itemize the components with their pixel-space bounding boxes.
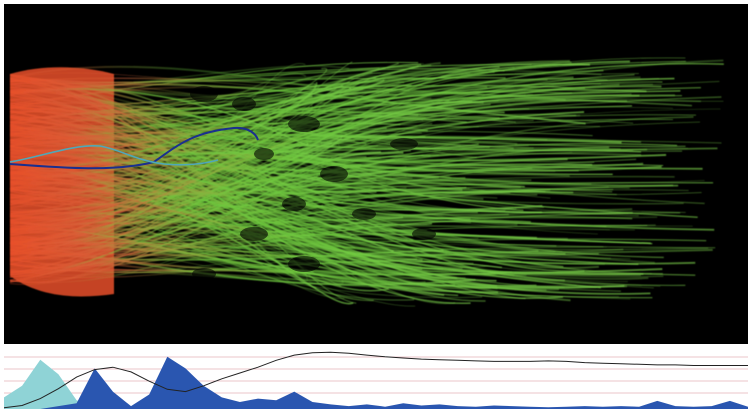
flow-void xyxy=(282,197,306,211)
flow-strand xyxy=(9,249,444,261)
flow-strand xyxy=(9,94,529,148)
flow-void xyxy=(390,138,418,150)
flow-strand xyxy=(9,154,394,253)
flow-strand xyxy=(9,86,352,136)
flow-strand xyxy=(9,68,505,84)
flow-void xyxy=(352,208,376,220)
flow-strand xyxy=(9,73,639,110)
flow-strand xyxy=(9,241,369,275)
flow-strand xyxy=(9,153,652,275)
flow-voids xyxy=(190,86,436,280)
flow-strand xyxy=(9,66,500,275)
flow-strand xyxy=(9,134,343,283)
flow-strand xyxy=(9,110,548,141)
flow-strands xyxy=(9,57,724,307)
flow-strand xyxy=(9,176,392,223)
flow-strand xyxy=(9,160,644,173)
flow-void xyxy=(254,148,274,160)
flow-strand xyxy=(9,135,642,175)
flow-strand xyxy=(9,89,517,211)
flow-strand xyxy=(9,260,503,274)
flow-strand xyxy=(9,190,617,253)
flow-void xyxy=(288,256,320,272)
flow-void xyxy=(412,228,436,240)
flow-strand xyxy=(9,92,534,215)
histogram-gridlines xyxy=(4,356,748,394)
flow-strand xyxy=(9,163,593,222)
flow-strand xyxy=(9,80,720,118)
flow-strand xyxy=(9,113,577,233)
flow-strand xyxy=(9,100,499,154)
flow-strand xyxy=(9,152,571,302)
flow-strand xyxy=(9,111,467,124)
flow-strand xyxy=(9,193,394,227)
flow-strand xyxy=(9,64,432,194)
timeline-histogram[interactable] xyxy=(4,347,748,409)
histogram-canvas xyxy=(4,351,748,409)
flow-strand xyxy=(9,225,693,230)
histogram-trend-line xyxy=(4,351,748,409)
flow-void xyxy=(232,97,256,111)
flow-void xyxy=(240,227,268,241)
flow-strand xyxy=(9,67,328,179)
flow-strand xyxy=(9,220,309,273)
flow-visualization[interactable] xyxy=(4,4,748,344)
flow-strand xyxy=(9,103,491,139)
flow-canvas xyxy=(9,57,724,307)
flow-strand xyxy=(9,217,471,231)
highlight-path-dark xyxy=(9,126,259,170)
histogram-series-dark xyxy=(4,356,748,409)
flow-void xyxy=(288,116,320,132)
flow-strand xyxy=(9,180,498,290)
flow-strand xyxy=(9,151,573,203)
flow-void xyxy=(192,268,216,280)
flow-strand xyxy=(9,157,423,271)
flow-strand xyxy=(9,212,681,256)
flow-strand xyxy=(9,232,356,252)
flow-void xyxy=(190,86,218,102)
flow-strand xyxy=(9,169,630,189)
flow-strand xyxy=(9,81,663,252)
highlight-path-light xyxy=(9,145,219,166)
flow-strand xyxy=(9,62,724,245)
flow-strand xyxy=(9,88,364,126)
flow-strand xyxy=(9,122,401,130)
flow-strand xyxy=(9,74,540,100)
flow-strand xyxy=(9,243,709,250)
flow-void xyxy=(320,166,348,182)
flow-strand xyxy=(9,245,448,259)
flow-strand xyxy=(9,147,621,253)
flow-strand xyxy=(9,126,551,199)
